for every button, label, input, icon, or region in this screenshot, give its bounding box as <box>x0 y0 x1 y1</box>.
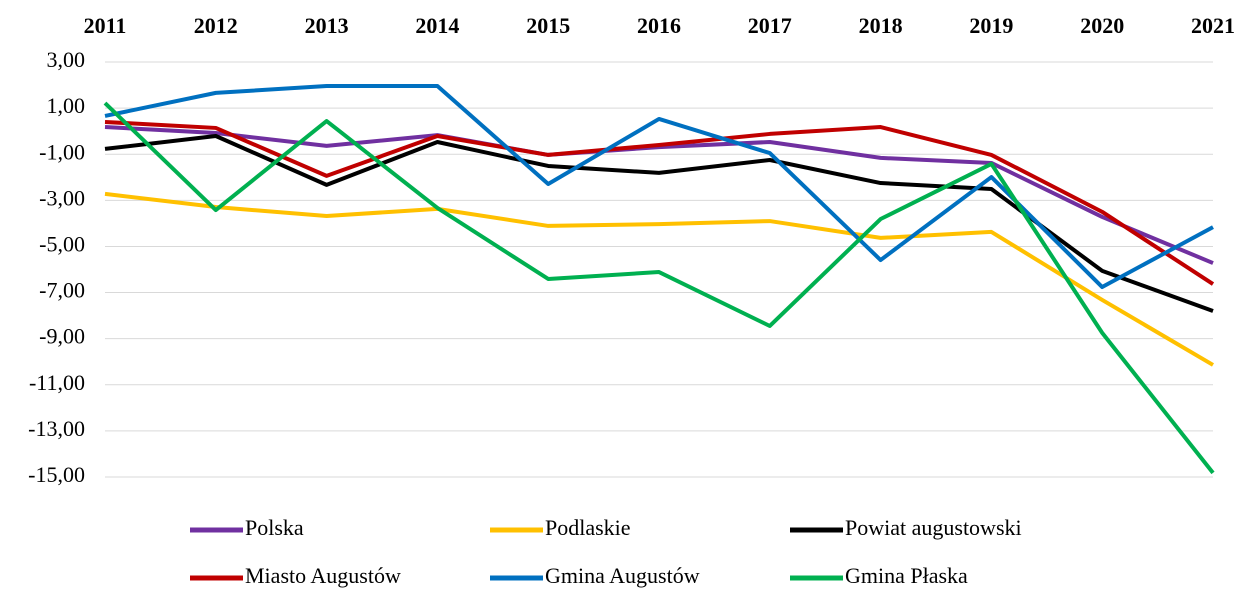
legend-label: Miasto Augustów <box>245 563 401 588</box>
x-tick-label: 2012 <box>194 13 238 38</box>
series-line <box>104 119 1215 286</box>
y-tick-label: -13,00 <box>28 416 85 441</box>
legend-label: Gmina Płaska <box>845 563 968 588</box>
y-tick-label: -7,00 <box>39 278 85 303</box>
y-tick-label: -1,00 <box>39 139 85 164</box>
series-line <box>104 125 1214 265</box>
series-line <box>104 191 1215 367</box>
y-tick-label: -5,00 <box>39 231 85 256</box>
x-tick-label: 2011 <box>84 13 127 38</box>
y-tick-label: -15,00 <box>28 462 85 487</box>
y-tick-label: -9,00 <box>39 324 85 349</box>
y-tick-label: -11,00 <box>29 370 85 395</box>
x-tick-label: 2018 <box>859 13 903 38</box>
legend-label: Podlaskie <box>545 515 631 540</box>
x-tick-label: 2014 <box>415 13 459 38</box>
x-tick-label: 2017 <box>748 13 792 38</box>
x-tick-label: 2013 <box>305 13 349 38</box>
legend-label: Powiat augustowski <box>845 515 1022 540</box>
series-line <box>103 101 1215 475</box>
y-tick-label: 1,00 <box>47 93 86 118</box>
y-tick-label: -3,00 <box>39 185 85 210</box>
x-tick-label: 2021 <box>1191 13 1235 38</box>
x-tick-label: 2015 <box>526 13 570 38</box>
legend-label: Gmina Augustów <box>545 563 700 588</box>
series-line <box>104 83 1214 290</box>
x-tick-label: 2016 <box>637 13 681 38</box>
x-tick-label: 2019 <box>969 13 1013 38</box>
y-tick-label: 3,00 <box>47 47 86 72</box>
legend-label: Polska <box>245 515 304 540</box>
x-tick-label: 2020 <box>1080 13 1124 38</box>
